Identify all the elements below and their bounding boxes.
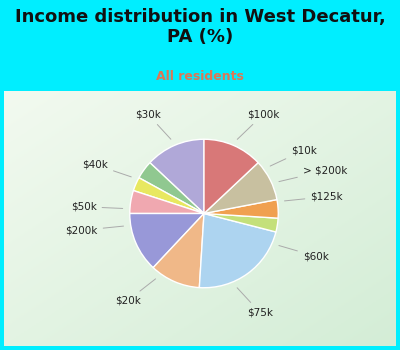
Text: $125k: $125k bbox=[284, 192, 343, 202]
Wedge shape bbox=[204, 139, 258, 214]
Text: Income distribution in West Decatur,
PA (%): Income distribution in West Decatur, PA … bbox=[15, 8, 385, 46]
Wedge shape bbox=[204, 199, 278, 218]
Text: $10k: $10k bbox=[270, 145, 317, 166]
Wedge shape bbox=[204, 214, 278, 232]
Text: $100k: $100k bbox=[237, 110, 279, 139]
Wedge shape bbox=[150, 139, 204, 214]
Wedge shape bbox=[153, 214, 204, 288]
Text: $40k: $40k bbox=[82, 160, 131, 177]
Text: $50k: $50k bbox=[71, 202, 123, 212]
Wedge shape bbox=[133, 178, 204, 214]
Text: All residents: All residents bbox=[156, 70, 244, 83]
Text: > $200k: > $200k bbox=[279, 166, 347, 182]
Wedge shape bbox=[199, 214, 276, 288]
Text: $60k: $60k bbox=[279, 246, 329, 261]
Text: $30k: $30k bbox=[135, 110, 171, 139]
Text: $20k: $20k bbox=[115, 279, 156, 306]
Text: $200k: $200k bbox=[65, 225, 124, 235]
Wedge shape bbox=[130, 214, 204, 268]
Text: $75k: $75k bbox=[237, 288, 273, 317]
Wedge shape bbox=[139, 163, 204, 214]
Wedge shape bbox=[130, 190, 204, 214]
Wedge shape bbox=[204, 163, 277, 214]
